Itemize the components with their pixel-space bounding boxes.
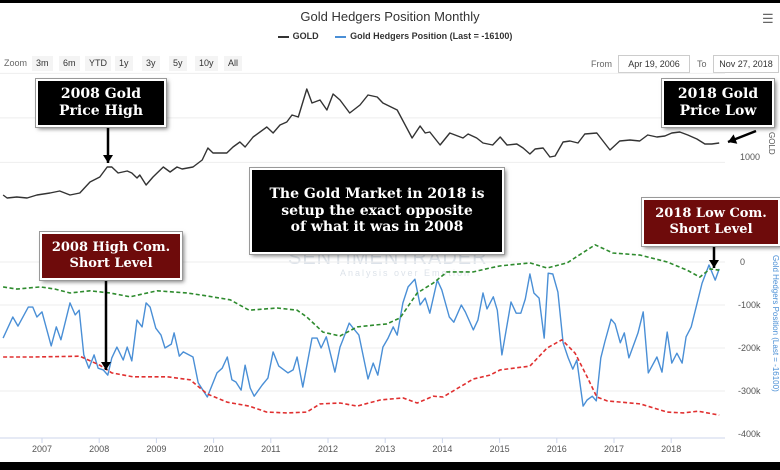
legend-swatch-hedgers (335, 35, 347, 38)
zoom-6m-button[interactable]: 6m (59, 56, 80, 71)
callout-line: Short Level (69, 256, 153, 271)
zoom-5y-button[interactable]: 5y (169, 56, 187, 71)
lower-band-line (3, 338, 720, 416)
to-label: To (697, 59, 707, 69)
from-label: From (591, 59, 612, 69)
x-tick-label: 2018 (661, 444, 682, 454)
watermark-tagline: Analysis over Emotion (340, 268, 472, 278)
zoom-10y-button[interactable]: 10y (195, 56, 218, 71)
x-tick-label: 2010 (203, 444, 224, 454)
zoom-all-button[interactable]: All (224, 56, 243, 71)
callout-2018-low-short: 2018 Low Com. Short Level (641, 197, 780, 247)
x-tick-label: 2012 (317, 444, 339, 454)
callout-line: setup the exact opposite (281, 202, 473, 219)
legend: GOLD Gold Hedgers Position (Last = -1610… (0, 31, 780, 41)
legend-item-hedgers[interactable]: Gold Hedgers Position (Last = -16100) (321, 31, 512, 41)
callout-line: The Gold Market in 2018 is (269, 185, 485, 202)
x-tick-label: 2013 (375, 444, 396, 454)
zoom-3m-button[interactable]: 3m (32, 56, 53, 71)
upper-band-line (2, 244, 720, 337)
top-border (0, 0, 780, 3)
callout-line: 2018 Gold (677, 86, 759, 103)
callout-line: 2008 Gold (60, 86, 142, 103)
callout-line: Short Level (669, 222, 753, 237)
callout-line: 2018 Low Com. (655, 206, 767, 222)
gold-tick-label: 1000 (740, 152, 761, 162)
hedgers-tick-label: -100k (738, 300, 761, 310)
chart-title: Gold Hedgers Position Monthly (300, 9, 480, 24)
gold-axis-title: GOLD (767, 132, 776, 155)
hedgers-tick-label: -300k (738, 386, 761, 396)
x-tick-label: 2014 (432, 444, 453, 454)
arrow-to-2008-gold-high-head (103, 155, 113, 163)
arrow-to-2018-gold-low-head (728, 134, 738, 144)
callout-line: 2008 High Com. (51, 240, 171, 256)
zoom-1y-button[interactable]: 1y (115, 56, 133, 71)
hedgers-tick-label: -200k (738, 343, 761, 353)
gold-line (2, 88, 720, 199)
legend-swatch-gold (277, 35, 289, 38)
arrow-to-2008-high-short-head (101, 362, 111, 370)
hedgers-axis-title: Gold Hedgers Position (Last = -16100) (771, 255, 780, 392)
legend-item-gold[interactable]: GOLD (268, 31, 319, 41)
bottom-border (0, 462, 780, 470)
x-tick-label: 2009 (146, 444, 167, 454)
x-tick-label: 2011 (261, 444, 281, 454)
x-tick-label: 2015 (489, 444, 510, 454)
callout-2018-gold-low: 2018 Gold Price Low (661, 78, 775, 128)
hedgers-tick-label: -400k (738, 429, 761, 439)
hamburger-menu-icon[interactable]: ☰ (762, 11, 774, 26)
x-tick-label: 2016 (546, 444, 567, 454)
to-date-input[interactable]: Nov 27, 2018 (713, 55, 779, 73)
callout-2008-gold-high: 2008 Gold Price High (35, 78, 167, 128)
hedgers-line (2, 264, 720, 407)
from-date-input[interactable]: Apr 19, 2006 (618, 55, 690, 73)
zoom-ytd-button[interactable]: YTD (85, 56, 111, 71)
zoom-label: Zoom (4, 58, 28, 68)
callout-center-message: The Gold Market in 2018 is setup the exac… (249, 167, 505, 255)
hedgers-tick-label: 0 (740, 257, 746, 267)
callout-2008-high-short: 2008 High Com. Short Level (39, 231, 183, 281)
callout-line: Price High (58, 103, 144, 119)
callout-line: of what it was in 2008 (290, 219, 464, 236)
arrow-to-2018-low-short-head (709, 260, 719, 268)
x-tick-label: 2017 (603, 444, 625, 454)
callout-line: Price Low (679, 103, 757, 119)
x-tick-label: 2008 (89, 444, 110, 454)
x-tick-label: 2007 (31, 444, 53, 454)
zoom-3y-button[interactable]: 3y (142, 56, 160, 71)
